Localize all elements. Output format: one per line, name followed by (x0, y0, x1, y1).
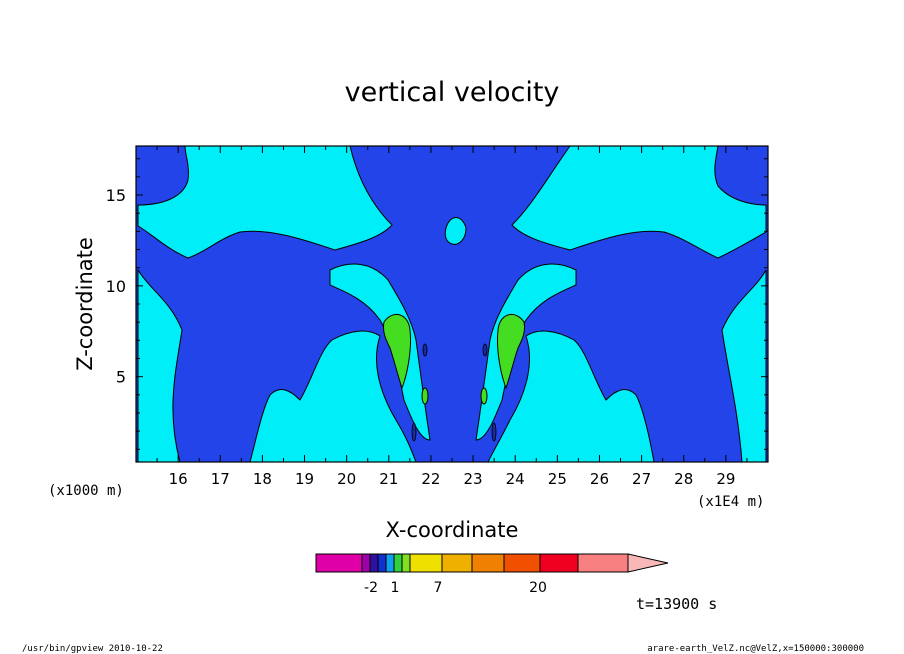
footer-left: /usr/bin/gpview 2010-10-22 (22, 644, 163, 654)
contour-region-green-small-right (480, 387, 488, 405)
contour-region-cyan-center-left (329, 263, 431, 441)
colorbar-label-1: 1 (391, 580, 400, 596)
chart-title: vertical velocity (345, 77, 560, 108)
x-tick-label: 23 (464, 470, 483, 488)
colorbar-extend-arrow (627, 553, 669, 573)
colorbar-segment (577, 553, 629, 573)
contour-region-green-small-left (421, 387, 429, 405)
x-tick-label: 22 (421, 470, 440, 488)
colorbar-segment (361, 553, 371, 573)
contour-region-cyan-upper-right (511, 145, 767, 259)
colorbar-label-7: 7 (434, 580, 443, 596)
footer-right: arare-earth_VelZ.nc@VelZ,x=150000:300000 (647, 644, 864, 654)
contour-field (136, 145, 768, 463)
x-axis: 16 17 18 19 20 21 22 23 24 25 26 27 28 29 (156, 146, 748, 488)
x-tick-label: 27 (632, 470, 651, 488)
x-tick-label: 24 (506, 470, 525, 488)
x-tick-label: 29 (716, 470, 735, 488)
contour-region-green-right (497, 314, 525, 390)
colorbar-segment (409, 553, 443, 573)
colorbar-segment (401, 553, 411, 573)
colorbar-segment (393, 553, 403, 573)
colorbar-segment (315, 553, 363, 573)
colorbar-label-20: 20 (529, 580, 547, 596)
colorbar-segment (471, 553, 505, 573)
contour-region-dark-1 (422, 343, 428, 357)
x-tick-label: 21 (379, 470, 398, 488)
x-tick-label: 26 (590, 470, 609, 488)
colorbar-segment (377, 553, 387, 573)
contour-region-cyan-lower-left (137, 268, 183, 463)
colorbar-segment (369, 553, 379, 573)
x-tick-label: 18 (253, 470, 272, 488)
x-unit-label: (x1E4 m) (697, 494, 764, 510)
contour-region-cyan-center-right (475, 263, 577, 441)
x-tick-label: 28 (674, 470, 693, 488)
colorbar-segment (441, 553, 473, 573)
x-tick-label: 25 (548, 470, 567, 488)
contour-region-cyan-lower-right (721, 269, 767, 463)
y-tick-label: 10 (106, 277, 126, 296)
x-axis-label: X-coordinate (386, 518, 519, 542)
colorbar-label-minus2: -2 (364, 580, 378, 596)
colorbar-segment (539, 553, 579, 573)
contour-region-dark-4 (491, 422, 497, 442)
x-tick-label: 19 (295, 470, 314, 488)
x-tick-label: 17 (211, 470, 230, 488)
y-axis-label: Z-coordinate (73, 237, 97, 371)
x-tick-label: 20 (337, 470, 356, 488)
colorbar (315, 553, 669, 573)
contour-region-dark-2 (482, 343, 488, 357)
y-axis: 5 10 15 (106, 158, 768, 450)
contour-region-cyan-top-center (444, 217, 467, 245)
colorbar-tick-labels: -2 1 7 20 (364, 580, 547, 596)
time-label: t=13900 s (636, 595, 717, 613)
contour-region-cyan-lower-left-2 (249, 330, 417, 463)
contour-region-cyan-lower-right-2 (487, 330, 655, 463)
y-tick-label: 15 (106, 186, 126, 205)
z-unit-label: (x1000 m) (48, 483, 124, 499)
x-tick-label: 16 (169, 470, 188, 488)
contour-region-green-left (383, 314, 411, 390)
contour-region-cyan-upper-left (137, 145, 393, 259)
colorbar-segment (503, 553, 541, 573)
contour-region-dark-3 (411, 422, 417, 442)
colorbar-segment (385, 553, 395, 573)
y-tick-label: 5 (116, 368, 126, 387)
